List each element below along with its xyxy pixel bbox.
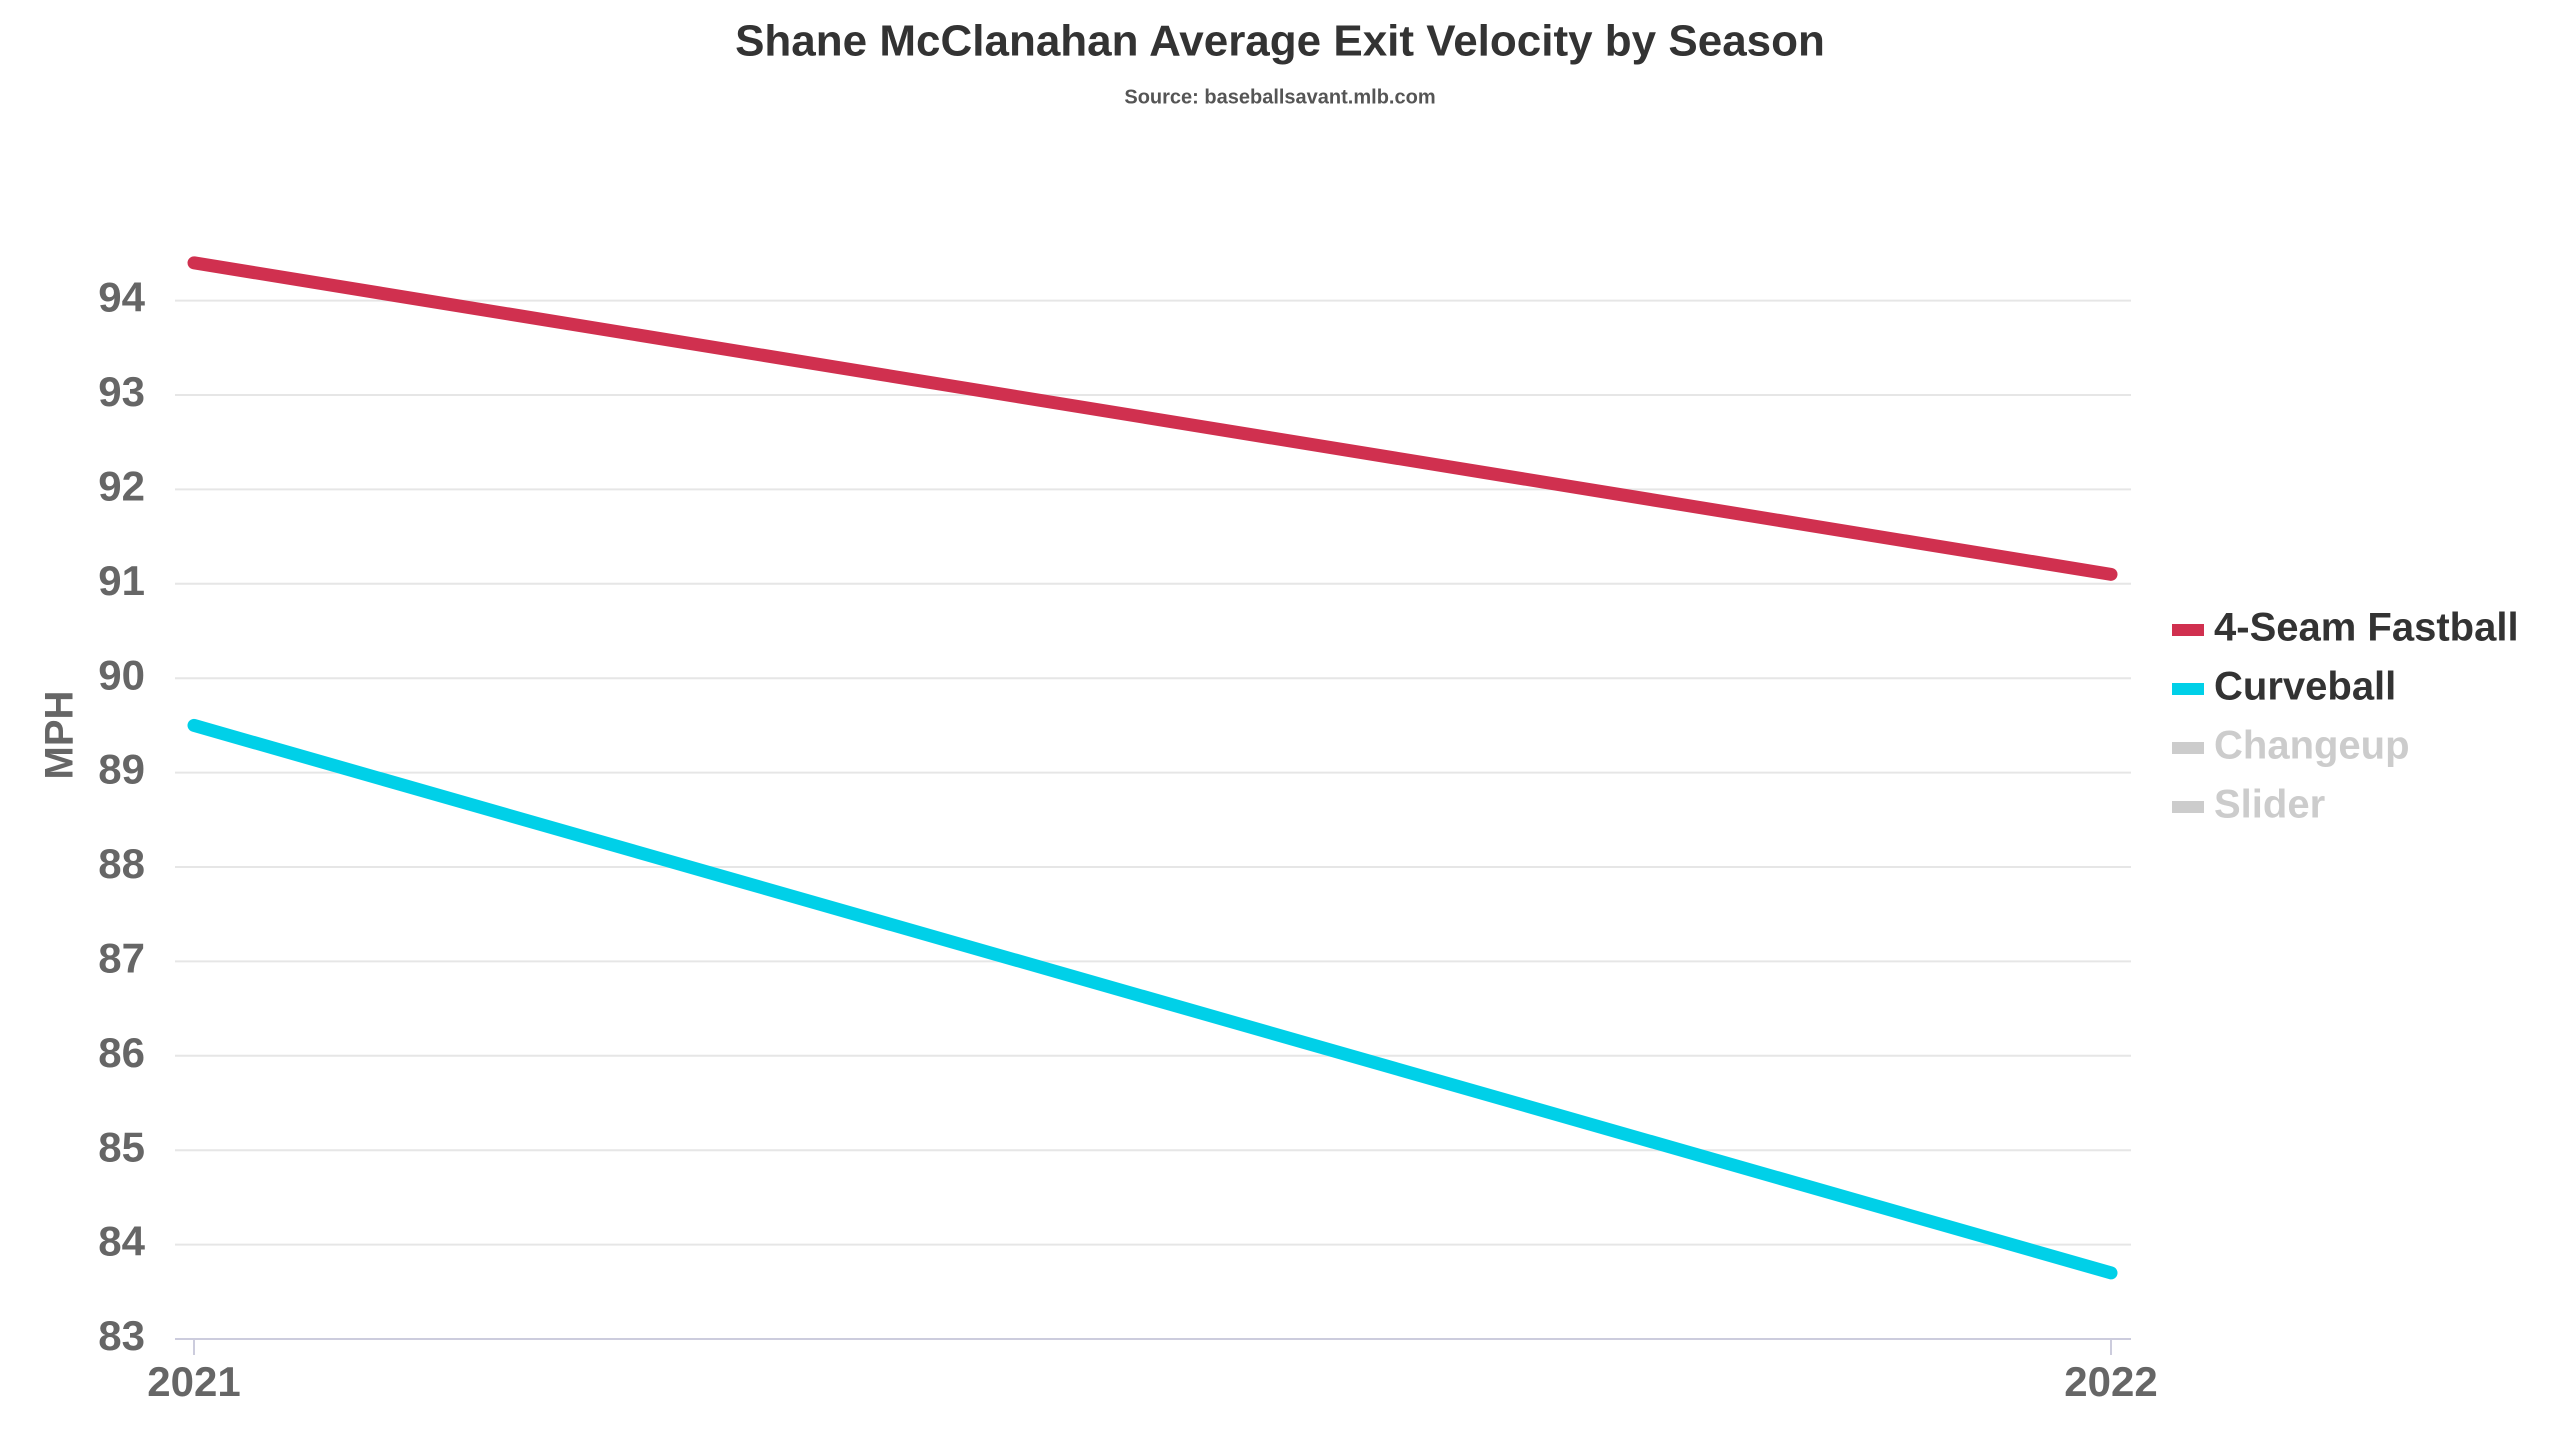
legend-label: Curveball [2214,665,2396,709]
x-tick-label: 2022 [2064,1358,2157,1405]
series-line [187,256,2118,581]
chart-title: Shane McClanahan Average Exit Velocity b… [735,17,1825,66]
y-tick-label: 86 [98,1029,145,1076]
y-axis-label: MPH [38,691,82,780]
chart-subtitle: Source: baseballsavant.mlb.com [1124,86,1435,108]
y-tick-label: 92 [98,462,145,509]
y-tick-label: 90 [98,651,145,698]
y-tick-label: 83 [98,1312,145,1359]
y-tick-label: 85 [98,1123,145,1170]
legend-label: 4-Seam Fastball [2214,606,2519,650]
y-tick-label: 84 [98,1218,145,1265]
y-tick-label: 94 [98,274,145,321]
x-tick-label: 2021 [147,1358,240,1405]
y-tick-label: 88 [98,840,145,887]
y-tick-label: 89 [98,746,145,793]
y-tick-label: 91 [98,557,145,604]
y-tick-label: 93 [98,368,145,415]
legend-label: Slider [2214,783,2325,827]
series-line [187,718,2118,1280]
y-tick-label: 87 [98,934,145,981]
legend-label: Changeup [2214,724,2410,768]
